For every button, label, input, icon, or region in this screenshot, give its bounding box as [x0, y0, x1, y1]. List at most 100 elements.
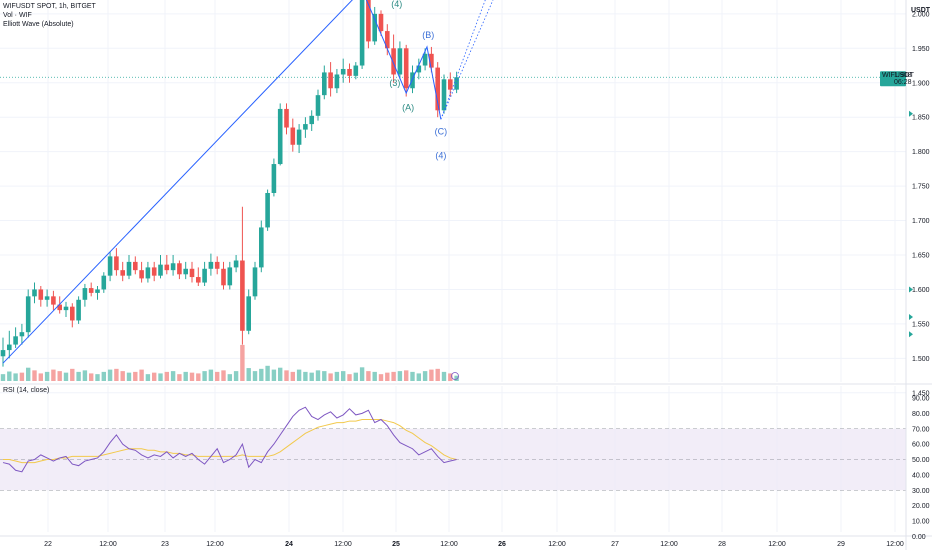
axis-marker: [909, 110, 913, 117]
candle-body: [0, 350, 6, 357]
candle-body: [290, 127, 296, 145]
volume-bar: [391, 371, 396, 381]
volume-bar: [378, 374, 384, 381]
candle-body: [88, 288, 94, 293]
time-tick-label: 12:00: [886, 541, 904, 548]
time-tick-label: 12:00: [440, 541, 458, 548]
volume-bar: [240, 344, 245, 381]
rsi-tick-label: 0.00: [912, 534, 926, 541]
candle-body: [177, 263, 182, 275]
rsi-tick-label: 20.00: [912, 503, 930, 510]
time-tick-label: 26: [498, 541, 506, 548]
volume-bar: [328, 373, 333, 381]
volume-bar: [202, 371, 207, 381]
wave-label: (C): [435, 126, 448, 136]
rsi-tick-label: 10.00: [912, 519, 930, 526]
candle-body: [322, 72, 327, 96]
volume-bar: [107, 369, 113, 381]
candle-body: [359, 0, 365, 66]
price-tick-label: 1.750: [912, 184, 930, 191]
price-tick-label: 2.000: [912, 11, 930, 18]
price-tick-label: 1.950: [912, 46, 930, 53]
price-tag-symbol: WIFUSDT: [882, 72, 915, 79]
volume-bar: [183, 371, 188, 381]
volume-bar: [259, 368, 264, 381]
candle-body: [315, 95, 321, 116]
time-tick-label: 23: [161, 541, 169, 548]
time-tick-label: 12:00: [768, 541, 786, 548]
candle-body: [82, 288, 88, 300]
volume-bar: [32, 370, 37, 381]
axis-marker: [909, 314, 913, 321]
volume-bar: [284, 370, 289, 381]
volume-bar: [233, 371, 239, 381]
volume-bar: [341, 371, 346, 381]
rsi-tick-label: 90.00: [912, 396, 930, 403]
volume-bar: [334, 371, 340, 381]
volume-bar: [38, 373, 43, 381]
wave-label: (4): [435, 151, 446, 161]
price-tick-label: 1.500: [912, 356, 930, 363]
indicator-legend[interactable]: Elliott Wave (Absolute): [3, 21, 74, 28]
candle-body: [347, 68, 352, 76]
time-tick-label: 28: [718, 541, 726, 548]
candle-body: [13, 336, 18, 345]
candle-body: [183, 268, 188, 275]
candle-body: [277, 108, 283, 165]
volume-bar: [359, 367, 365, 381]
volume-bar: [44, 371, 50, 381]
volume-bar: [120, 371, 125, 381]
volume-bar: [397, 371, 403, 381]
volume-bar: [57, 371, 62, 381]
candle-body: [158, 264, 163, 276]
wave-projection-line: [440, 0, 494, 120]
volume-legend[interactable]: Vol · WIF: [3, 12, 32, 19]
volume-bar: [347, 374, 352, 381]
candle-body: [76, 299, 81, 321]
rsi-legend[interactable]: RSI (14, close): [3, 387, 50, 394]
rsi-tick-label: 50.00: [912, 457, 930, 464]
candle-body: [340, 68, 346, 75]
volume-bar: [114, 368, 119, 381]
volume-bar: [252, 371, 258, 381]
wave-label: (3): [389, 78, 400, 88]
price-tag-value: 1.908: [894, 72, 912, 79]
volume-bar: [13, 373, 18, 381]
candle-body: [448, 79, 453, 90]
volume-bar: [309, 372, 314, 381]
candle-body: [309, 115, 314, 125]
axis-marker: [909, 331, 913, 338]
volume-bar: [215, 371, 220, 381]
volume-bar: [441, 371, 447, 381]
volume-bar: [454, 375, 459, 381]
volume-bar: [435, 368, 440, 381]
volume-bar: [164, 371, 169, 381]
candle-body: [133, 261, 138, 271]
volume-bar: [429, 369, 434, 381]
candle-body: [240, 260, 245, 331]
volume-bar: [416, 373, 421, 381]
volume-bar: [95, 374, 100, 381]
volume-bar: [51, 369, 56, 381]
candle-body: [328, 72, 333, 89]
candle-body: [441, 79, 447, 111]
rsi-tick-label: 60.00: [912, 442, 930, 449]
candle-body: [139, 270, 144, 279]
candle-body: [114, 256, 119, 271]
symbol-legend[interactable]: WIFUSDT SPOT, 1h, BITGET: [3, 3, 96, 10]
volume-bar: [353, 372, 358, 381]
price-tick-label: 1.800: [912, 149, 930, 156]
candle-body: [284, 108, 289, 128]
volume-bar: [145, 374, 151, 381]
candle-body: [303, 124, 308, 130]
candle-body: [221, 268, 226, 286]
price-tag-bg: [880, 71, 906, 87]
candle-body: [120, 270, 125, 276]
price-tag-countdown: 06:28: [894, 79, 912, 86]
volume-bar: [404, 370, 409, 381]
volume-bar: [133, 371, 138, 381]
candle-body: [366, 0, 371, 42]
volume-bar: [70, 368, 75, 381]
candle-body: [233, 260, 239, 268]
